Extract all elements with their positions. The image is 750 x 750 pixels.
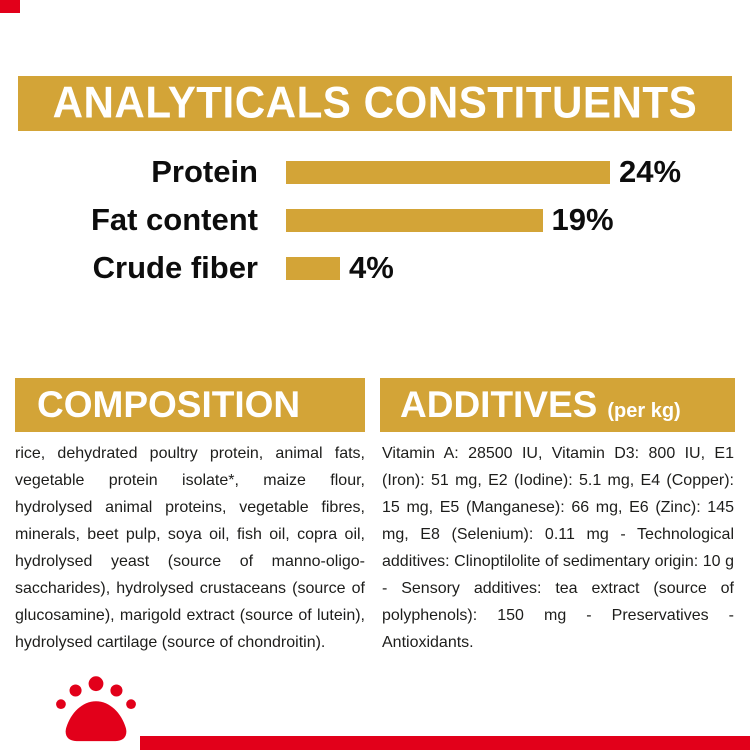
additives-per-kg-label: (per kg) [607,400,681,422]
composition-text: rice, dehydrated poultry protein, animal… [15,445,365,651]
crude-fiber-bar [286,256,340,280]
protein-bar-area: 24% [286,154,681,190]
analyticals-banner: ANALYTICALS CONSTITUENTS [18,76,732,131]
fat-content-label: Fat content [90,202,258,237]
paw-print-icon [56,676,136,742]
crude-fiber-bar-area: 4% [286,250,394,286]
protein-bar [286,160,610,184]
composition-title: COMPOSITION [37,384,301,425]
crude-fiber-value: 4% [349,250,394,285]
analytical-constituents-chart: Protein 24% Fat content 19% Crude fiber … [0,148,750,292]
analyticals-title: ANALYTICALS CONSTITUENTS [52,78,698,128]
fat-content-value: 19% [551,202,614,237]
crude-fiber-label: Crude fiber [92,250,258,285]
protein-label: Protein [151,154,258,189]
additives-title: ADDITIVES [400,384,598,425]
additives-text: Vitamin A: 28500 IU, Vitamin D3: 800 IU,… [382,445,734,651]
chart-row-crude-fiber: Crude fiber 4% [0,244,750,292]
fat-content-bar [286,208,543,232]
chart-row-protein: Protein 24% [0,148,750,196]
fat-content-bar-area: 19% [286,202,614,238]
protein-value: 24% [619,154,682,189]
bottom-red-stripe [140,736,750,750]
composition-banner: COMPOSITION [15,378,365,432]
paw-print-logo [52,672,140,746]
additives-banner: ADDITIVES (per kg) [380,378,735,432]
chart-row-fat-content: Fat content 19% [0,196,750,244]
corner-accent-mark [0,0,20,13]
